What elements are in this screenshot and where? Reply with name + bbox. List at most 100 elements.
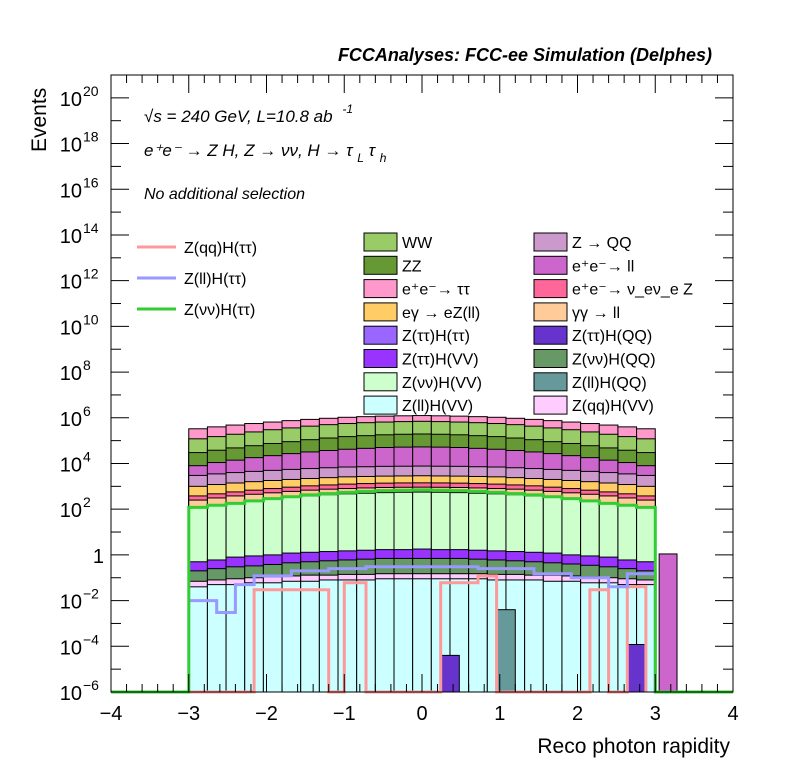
y-tick-label-10: 10 bbox=[60, 226, 82, 248]
legend-fill-label-6: eγ → eZ(ll) bbox=[402, 305, 480, 322]
y-tick-label-exp-6: 6 bbox=[83, 403, 91, 419]
y-tick-label-4: 10 bbox=[60, 500, 82, 522]
legend-line-label-1: Z(ll)H(ττ) bbox=[184, 271, 246, 288]
legend-fill-label-9: Z(ττ)H(QQ) bbox=[572, 328, 652, 345]
legend-fill-label-3: e⁺e⁻→ ll bbox=[572, 258, 634, 275]
annotation-process-tau: τ bbox=[369, 141, 377, 160]
y-tick-label-exp-5: 4 bbox=[83, 448, 91, 464]
stacked-bars bbox=[188, 415, 678, 693]
bar-12-11 bbox=[393, 578, 414, 693]
legend-fill-swatch-10 bbox=[363, 349, 398, 368]
legend-fill-label-7: γγ → ll bbox=[572, 305, 620, 322]
legend-line-label-0: Z(qq)H(ττ) bbox=[184, 240, 257, 257]
legend-fill-swatch-6 bbox=[363, 302, 398, 322]
legend-fill-swatch-4 bbox=[363, 279, 398, 299]
legend-fill-label-0: WW bbox=[402, 235, 433, 252]
annotation-process: e⁺e⁻ → Z H, Z → νν, H → τ L τ h bbox=[144, 141, 387, 166]
legend-fill-swatch-3 bbox=[533, 255, 568, 275]
x-tick-label-7: 3 bbox=[650, 703, 661, 725]
y-tick-label-exp-4: 2 bbox=[83, 494, 91, 510]
y-tick-label-2: 10 bbox=[60, 592, 82, 614]
legend-line-label-2: Z(νν)H(ττ) bbox=[184, 302, 255, 319]
legend-fill-swatch-2 bbox=[363, 255, 398, 275]
y-tick-label-11: 10 bbox=[60, 180, 82, 202]
x-tick-label-2: −2 bbox=[255, 703, 278, 725]
x-tick-label-5: 1 bbox=[494, 703, 505, 725]
y-tick-label-0: 10 bbox=[60, 683, 82, 705]
bar-12-19 bbox=[542, 580, 563, 693]
y-tick-label-exp-8: 10 bbox=[83, 311, 99, 327]
series-line-2 bbox=[111, 488, 733, 694]
legend-fill-swatch-9 bbox=[533, 325, 568, 345]
legend-fill-label-2: ZZ bbox=[402, 258, 422, 275]
x-tick-label-0: −4 bbox=[100, 703, 123, 725]
y-tick-label-exp-11: 16 bbox=[83, 174, 99, 190]
y-tick-label-5: 10 bbox=[60, 454, 82, 476]
legend-fill-label-10: Z(ττ)H(VV) bbox=[402, 352, 479, 369]
bar-12-0 bbox=[188, 586, 208, 693]
y-tick-label-exp-12: 18 bbox=[83, 129, 99, 145]
x-tick-label-1: −3 bbox=[177, 703, 200, 725]
x-axis-label: Reco photon rapidity bbox=[537, 735, 730, 758]
sparse-bar-2-0 bbox=[658, 553, 678, 693]
y-axis-label: Events bbox=[28, 88, 51, 152]
y-tick-label-exp-7: 8 bbox=[83, 357, 91, 373]
legend-fill-label-15: Z(qq)H(VV) bbox=[572, 398, 654, 415]
legend-fill-label-5: e⁺e⁻→ ν_eν_e Z bbox=[572, 282, 693, 299]
bar-12-15 bbox=[468, 578, 488, 693]
y-tick-label-exp-10: 14 bbox=[83, 220, 99, 236]
legend-fill-swatch-11 bbox=[533, 349, 568, 368]
annotation-process-sub2: h bbox=[380, 151, 387, 165]
x-tick-label-4: 0 bbox=[416, 703, 427, 725]
y-tick-label-3: 1 bbox=[93, 546, 104, 568]
legend-fill-swatch-5 bbox=[533, 279, 568, 299]
x-tick-label-6: 2 bbox=[572, 703, 583, 725]
sparse-bar-0-0 bbox=[440, 654, 460, 693]
bar-12-18 bbox=[524, 579, 544, 693]
legend-fill-label-14: Z(ll)H(VV) bbox=[402, 398, 473, 415]
legend-fill-label-12: Z(νν)H(VV) bbox=[402, 375, 482, 392]
legend-fill-label-8: Z(ττ)H(ττ) bbox=[402, 328, 470, 345]
bar-12-6 bbox=[300, 580, 320, 693]
y-tick-label-1: 10 bbox=[60, 637, 82, 659]
y-tick-label-9: 10 bbox=[60, 272, 82, 294]
annotation-process-text: e⁺e⁻ → Z H, Z → νν, H → τ bbox=[144, 141, 354, 160]
legend: Z(qq)H(ττ) Z(ll)H(ττ) Z(νν)H(ττ) WW Z → QQ ZZ… bbox=[137, 232, 693, 415]
legend-fill-label-11: Z(νν)H(QQ) bbox=[572, 352, 656, 369]
legend-fill-label-1: Z → QQ bbox=[572, 235, 632, 252]
bar-12-10 bbox=[374, 578, 395, 693]
legend-fill-swatch-12 bbox=[363, 372, 398, 392]
y-tick-label-exp-2: −2 bbox=[83, 586, 99, 602]
y-tick-label-exp-0: −6 bbox=[83, 677, 99, 693]
x-tick-label-8: 4 bbox=[727, 703, 738, 725]
legend-fill-swatch-13 bbox=[533, 372, 568, 392]
bar-12-8 bbox=[337, 579, 358, 693]
y-tick-label-8: 10 bbox=[60, 317, 82, 339]
y-tick-label-12: 10 bbox=[60, 135, 82, 157]
annotation-energy-text: √s = 240 GeV, L=10.8 ab bbox=[144, 107, 333, 126]
y-tick-label-13: 10 bbox=[60, 89, 82, 111]
y-tick-label-exp-13: 20 bbox=[83, 83, 99, 99]
legend-fill-swatch-14 bbox=[363, 395, 398, 415]
legend-fill-swatch-7 bbox=[533, 302, 568, 322]
y-tick-label-6: 10 bbox=[60, 409, 82, 431]
annotation-energy-sup: -1 bbox=[342, 102, 353, 116]
series-line-1 bbox=[188, 565, 657, 692]
legend-fill-label-13: Z(ll)H(QQ) bbox=[572, 375, 647, 392]
chart-title: FCCAnalyses: FCC-ee Simulation (Delphes) bbox=[338, 45, 712, 65]
x-tick-label-3: −1 bbox=[333, 703, 356, 725]
annotation-selection: No additional selection bbox=[144, 186, 305, 203]
y-tick-label-7: 10 bbox=[60, 363, 82, 385]
legend-fill-swatch-8 bbox=[363, 325, 398, 345]
y-tick-label-exp-9: 12 bbox=[83, 266, 99, 282]
legend-fill-swatch-15 bbox=[533, 395, 568, 415]
annotation-process-sub1: L bbox=[357, 151, 364, 165]
y-tick-label-exp-1: −4 bbox=[83, 631, 99, 647]
annotation-energy: √s = 240 GeV, L=10.8 ab -1 bbox=[144, 102, 353, 126]
sparse-bar-0-1 bbox=[626, 643, 647, 693]
legend-fill-label-4: e⁺e⁻→ ττ bbox=[402, 282, 470, 299]
bar-12-5 bbox=[281, 580, 302, 693]
legend-fill-swatch-0 bbox=[363, 232, 398, 252]
